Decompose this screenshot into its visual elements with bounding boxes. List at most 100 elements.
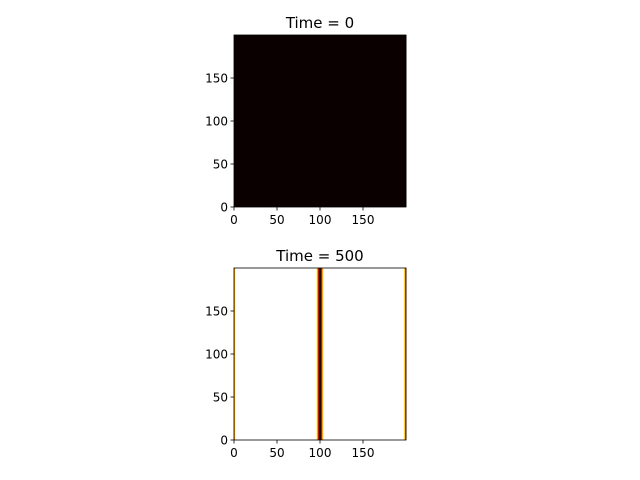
- heatmap-column: [315, 35, 317, 207]
- heatmap-column: [371, 268, 373, 440]
- heatmap-column: [270, 35, 273, 207]
- heatmap-column: [288, 35, 290, 207]
- heatmap-column: [246, 268, 249, 440]
- heatmap-column: [364, 35, 366, 207]
- heatmap-column: [293, 35, 295, 207]
- heatmap-column: [293, 268, 295, 440]
- heatmap-column: [315, 268, 317, 440]
- heatmap-column: [247, 35, 249, 207]
- heatmap-column: [324, 35, 326, 207]
- heatmap-column: [328, 35, 330, 207]
- heatmap-column: [357, 35, 360, 207]
- heatmap-column: [279, 268, 281, 440]
- heatmap-column: [311, 35, 313, 207]
- heatmap-column: [357, 268, 360, 440]
- heatmap-column: [402, 35, 404, 207]
- x-tick-label: 0: [230, 213, 238, 227]
- heatmap-panel-1: Time = 500 0 50 100 150 0 50 100 150: [205, 247, 407, 460]
- heatmap-column: [259, 268, 262, 440]
- heatmap-column: [278, 268, 280, 440]
- heatmap-column: [400, 35, 403, 207]
- heatmap-column: [329, 268, 331, 440]
- heatmap-column: [234, 268, 236, 440]
- heatmap-column: [240, 35, 242, 207]
- heatmap-column: [326, 268, 328, 440]
- heatmap-column: [303, 268, 305, 440]
- heatmap-column: [349, 268, 351, 440]
- heatmap-column: [309, 268, 311, 440]
- heatmap-column: [353, 35, 355, 207]
- heatmap-column: [246, 35, 249, 207]
- heatmap-column: [318, 268, 320, 440]
- heatmap-column: [374, 35, 376, 207]
- heatmap-column: [352, 35, 354, 207]
- heatmap-column: [396, 268, 398, 440]
- heatmap-column: [356, 35, 359, 207]
- x-tick-label: 0: [230, 446, 238, 460]
- heatmap-column: [262, 35, 264, 207]
- heatmap-column: [301, 268, 303, 440]
- heatmap-column: [392, 268, 394, 440]
- heatmap-column: [338, 268, 340, 440]
- heatmap-column: [331, 35, 333, 207]
- heatmap-column: [264, 268, 267, 440]
- heatmap-column: [270, 268, 272, 440]
- heatmap-column: [363, 35, 365, 207]
- heatmap-column: [399, 35, 402, 207]
- heatmap-column: [387, 35, 389, 207]
- heatmap-column: [283, 268, 285, 440]
- heatmap-column: [295, 268, 298, 440]
- heatmap-column: [335, 35, 337, 207]
- heatmap-column: [308, 35, 311, 207]
- heatmap-column: [395, 35, 397, 207]
- heatmap-column: [301, 268, 304, 440]
- heatmap-column: [294, 35, 296, 207]
- x-tick-label: 100: [309, 446, 332, 460]
- heatmap-column: [277, 35, 279, 207]
- heatmap-column: [347, 268, 349, 440]
- heatmap-column: [253, 35, 255, 207]
- heatmap-column: [391, 35, 393, 207]
- heatmap-column: [356, 35, 358, 207]
- heatmap-column: [242, 268, 244, 440]
- heatmap-column: [255, 35, 257, 207]
- heatmap-column: [268, 35, 270, 207]
- heatmap-column: [363, 268, 365, 440]
- heatmap-column: [333, 268, 335, 440]
- heatmap-column: [307, 35, 310, 207]
- heatmap-column: [234, 35, 237, 207]
- heatmap-column: [246, 268, 248, 440]
- heatmap-column: [337, 268, 339, 440]
- heatmap-column: [350, 268, 353, 440]
- heatmap-column: [360, 35, 362, 207]
- heatmap-column: [269, 268, 271, 440]
- heatmap-column: [305, 268, 307, 440]
- heatmap-column: [272, 268, 274, 440]
- heatmap-column: [387, 35, 390, 207]
- heatmap-column: [260, 35, 262, 207]
- heatmap-column: [297, 268, 299, 440]
- heatmap-column: [286, 268, 288, 440]
- heatmap-column: [323, 35, 325, 207]
- heatmap-column: [270, 268, 273, 440]
- heatmap-column: [275, 268, 277, 440]
- heatmap-image: [234, 268, 407, 440]
- heatmap-column: [394, 35, 397, 207]
- heatmap-column: [321, 268, 323, 440]
- heatmap-column: [312, 35, 314, 207]
- heatmap-column: [340, 268, 342, 440]
- heatmap-column: [261, 35, 263, 207]
- heatmap-column: [309, 35, 311, 207]
- heatmap-column: [244, 268, 246, 440]
- heatmap-column: [247, 268, 249, 440]
- heatmap-column: [263, 35, 265, 207]
- heatmap-column: [282, 268, 284, 440]
- heatmap-column: [367, 35, 369, 207]
- heatmap-column: [400, 268, 403, 440]
- heatmap-column: [245, 268, 247, 440]
- heatmap-column: [389, 35, 391, 207]
- heatmap-column: [265, 35, 268, 207]
- heatmap-column: [375, 35, 377, 207]
- heatmap-column: [375, 268, 378, 440]
- heatmap-column: [382, 268, 384, 440]
